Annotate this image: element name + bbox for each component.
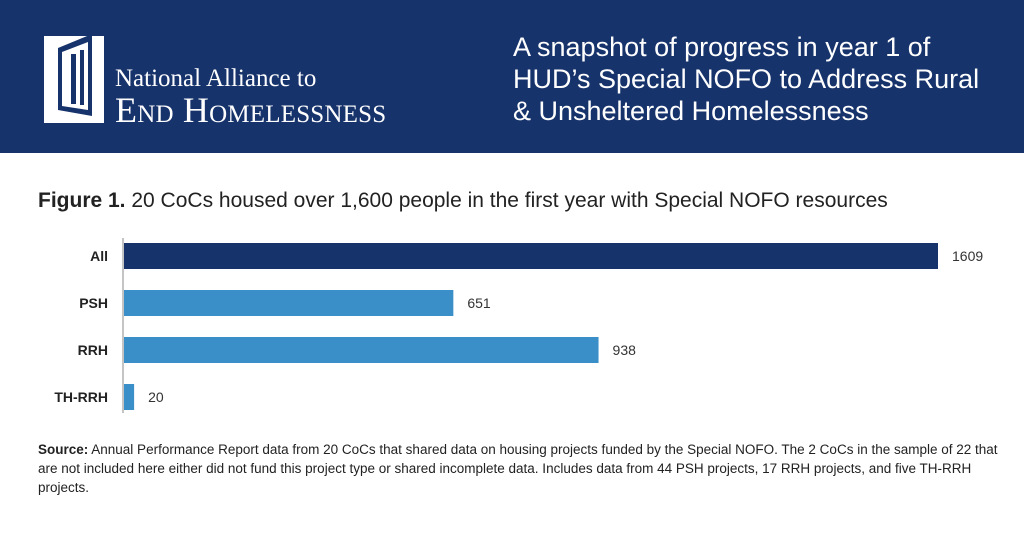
building-logo-icon [44, 34, 104, 123]
bar-all [124, 243, 938, 269]
source-label: Source: [38, 442, 89, 457]
organization-name: National Alliance to End Homelessness [115, 66, 445, 128]
figure-label: Figure 1. [38, 189, 126, 212]
header-banner: National Alliance to End Homelessness A … [0, 0, 1024, 153]
data-label: 651 [467, 295, 491, 311]
figure-caption: 20 CoCs housed over 1,600 people in the … [125, 189, 888, 212]
data-label: 1609 [952, 248, 983, 264]
bar-th-rrh [124, 384, 135, 410]
bar-chart: All 1609 PSH 651 RRH 938 TH-RRH 20 [54, 238, 983, 413]
org-name-line2: End Homelessness [115, 90, 387, 130]
source-note: Source: Annual Performance Report data f… [38, 440, 998, 497]
header-title: A snapshot of progress in year 1 of HUD’… [513, 32, 980, 126]
bar-psh [124, 290, 454, 316]
data-label: 20 [148, 389, 164, 405]
category-label: All [90, 248, 108, 264]
org-name-line1: National Alliance to [115, 65, 317, 92]
source-text: Annual Performance Report data from 20 C… [38, 442, 998, 495]
figure-title: Figure 1. 20 CoCs housed over 1,600 peop… [38, 189, 998, 213]
category-label: PSH [79, 295, 108, 311]
category-label: TH-RRH [54, 389, 108, 405]
bar-rrh [124, 337, 599, 363]
category-label: RRH [78, 342, 108, 358]
data-label: 938 [613, 342, 637, 358]
